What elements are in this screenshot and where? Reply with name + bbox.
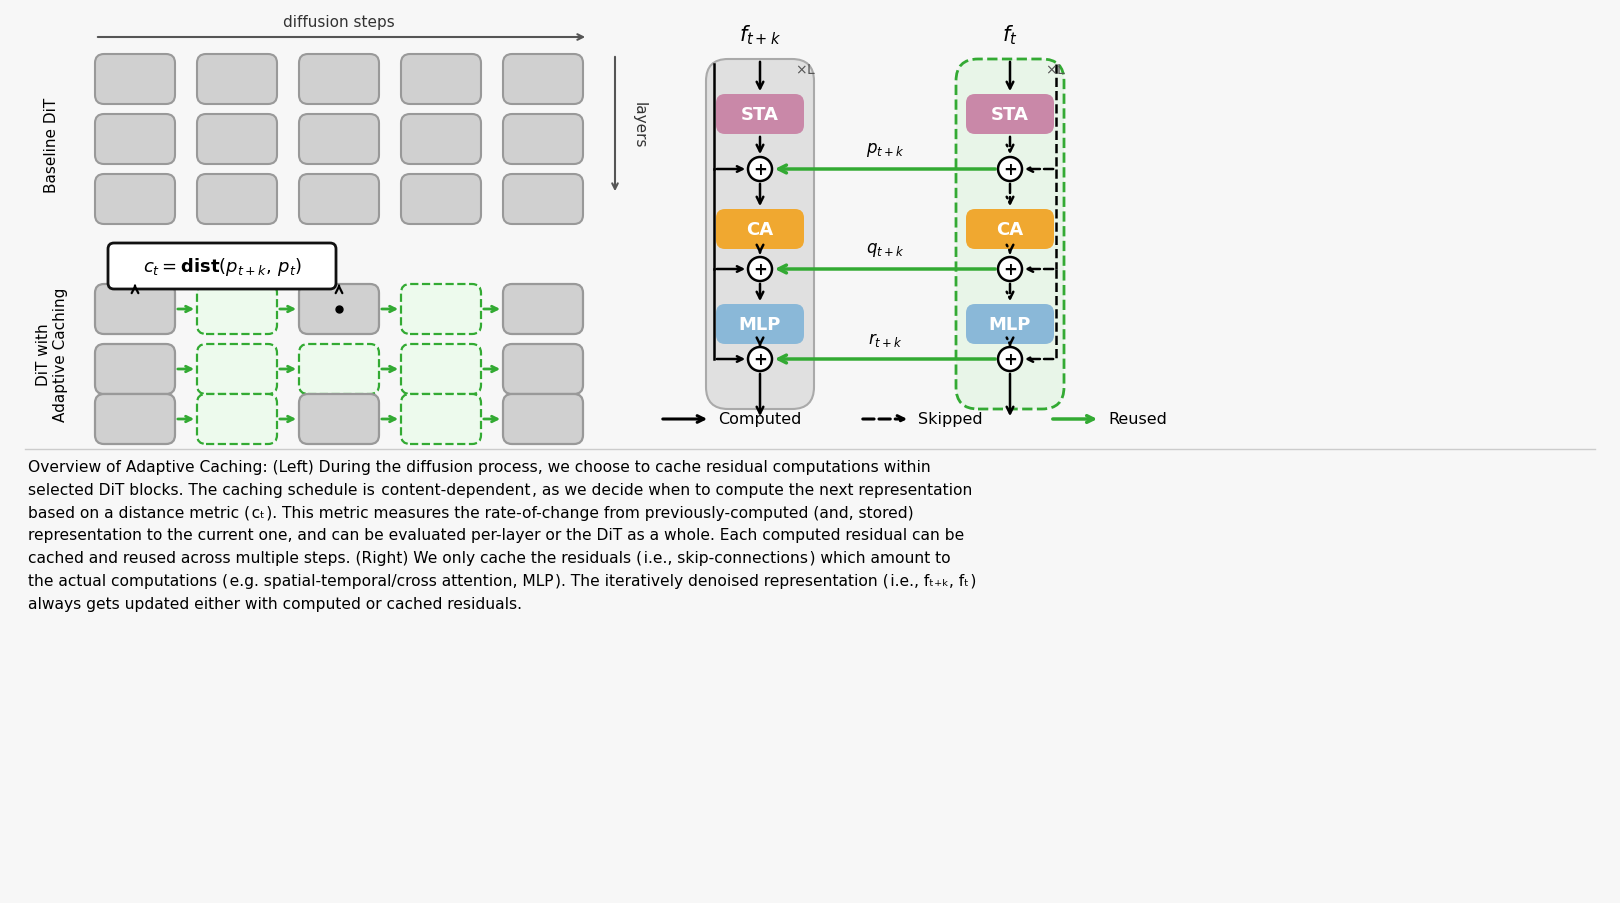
FancyBboxPatch shape — [198, 175, 277, 225]
Text: STA: STA — [740, 106, 779, 124]
Text: $\times$L: $\times$L — [795, 63, 816, 77]
FancyBboxPatch shape — [402, 345, 481, 395]
FancyBboxPatch shape — [96, 284, 175, 335]
FancyBboxPatch shape — [198, 345, 277, 395]
FancyBboxPatch shape — [96, 395, 175, 444]
Text: $\times$L: $\times$L — [1045, 63, 1066, 77]
FancyBboxPatch shape — [109, 244, 335, 290]
Circle shape — [748, 348, 773, 372]
Text: diffusion steps: diffusion steps — [284, 14, 395, 30]
FancyBboxPatch shape — [706, 60, 813, 410]
Text: DiT with
Adaptive Caching: DiT with Adaptive Caching — [36, 287, 68, 422]
Text: CA: CA — [996, 220, 1024, 238]
FancyBboxPatch shape — [198, 284, 277, 335]
FancyBboxPatch shape — [402, 115, 481, 165]
FancyBboxPatch shape — [96, 345, 175, 395]
FancyBboxPatch shape — [402, 284, 481, 335]
FancyBboxPatch shape — [716, 304, 804, 345]
Text: $f_t$: $f_t$ — [1003, 23, 1017, 47]
Text: STA: STA — [991, 106, 1029, 124]
Text: $r_{t+k}$: $r_{t+k}$ — [868, 330, 902, 349]
FancyBboxPatch shape — [502, 284, 583, 335]
FancyBboxPatch shape — [402, 175, 481, 225]
Text: $c_t = \mathbf{dist}(p_{t+k},\, p_t)$: $c_t = \mathbf{dist}(p_{t+k},\, p_t)$ — [143, 256, 301, 278]
Text: Computed: Computed — [718, 412, 802, 427]
Circle shape — [998, 348, 1022, 372]
FancyBboxPatch shape — [198, 395, 277, 444]
FancyBboxPatch shape — [502, 345, 583, 395]
Text: MLP: MLP — [988, 316, 1032, 333]
Text: +: + — [753, 261, 766, 279]
Text: layers: layers — [632, 102, 646, 148]
FancyBboxPatch shape — [966, 209, 1055, 250]
Text: $f_{t+k}$: $f_{t+k}$ — [739, 23, 781, 47]
FancyBboxPatch shape — [502, 55, 583, 105]
Text: Overview of Adaptive Caching: (Left) During the diffusion process, we choose to : Overview of Adaptive Caching: (Left) Dur… — [28, 460, 977, 611]
Text: MLP: MLP — [739, 316, 781, 333]
FancyBboxPatch shape — [96, 115, 175, 165]
FancyBboxPatch shape — [300, 284, 379, 335]
FancyBboxPatch shape — [300, 55, 379, 105]
FancyBboxPatch shape — [716, 95, 804, 135]
FancyBboxPatch shape — [300, 345, 379, 395]
FancyBboxPatch shape — [502, 115, 583, 165]
FancyBboxPatch shape — [502, 175, 583, 225]
Circle shape — [748, 257, 773, 282]
Text: Reused: Reused — [1108, 412, 1166, 427]
FancyBboxPatch shape — [198, 55, 277, 105]
Text: Skipped: Skipped — [919, 412, 983, 427]
FancyBboxPatch shape — [96, 175, 175, 225]
FancyBboxPatch shape — [956, 60, 1064, 410]
FancyBboxPatch shape — [300, 175, 379, 225]
FancyBboxPatch shape — [300, 115, 379, 165]
FancyBboxPatch shape — [402, 395, 481, 444]
FancyBboxPatch shape — [300, 395, 379, 444]
Text: CA: CA — [747, 220, 774, 238]
Text: +: + — [753, 161, 766, 179]
Text: Baseline DiT: Baseline DiT — [44, 98, 60, 192]
Text: $q_{t+k}$: $q_{t+k}$ — [865, 241, 904, 259]
FancyBboxPatch shape — [402, 55, 481, 105]
FancyBboxPatch shape — [966, 95, 1055, 135]
FancyBboxPatch shape — [966, 304, 1055, 345]
Text: +: + — [753, 350, 766, 368]
Text: $p_{t+k}$: $p_{t+k}$ — [865, 141, 904, 159]
FancyBboxPatch shape — [96, 55, 175, 105]
Circle shape — [748, 158, 773, 182]
FancyBboxPatch shape — [198, 115, 277, 165]
Text: +: + — [1003, 261, 1017, 279]
Text: +: + — [1003, 350, 1017, 368]
FancyBboxPatch shape — [716, 209, 804, 250]
Circle shape — [998, 158, 1022, 182]
FancyBboxPatch shape — [502, 395, 583, 444]
Text: +: + — [1003, 161, 1017, 179]
Circle shape — [998, 257, 1022, 282]
